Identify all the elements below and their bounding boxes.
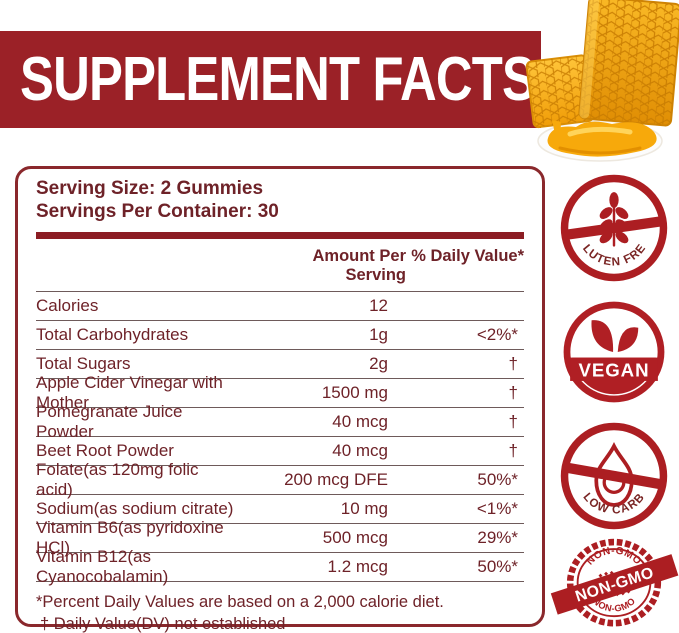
table-row: Beet Root Powder 40 mcg † [36,437,524,466]
cell-name: Vitamin B6(as pyridoxine HCl) [36,517,224,557]
cell-name: Total Carbohydrates [36,324,189,344]
leaves-icon [591,320,639,352]
no-slash [561,461,667,491]
daily-value-header: % Daily Value* [411,246,524,265]
vegan-label: VEGAN [578,359,649,380]
cell-dv: <2%* [476,324,518,344]
cell-amount: 1500 mg [321,382,388,402]
cell-name: Pomegranate Juice Powder [36,401,183,441]
table-row: Vitamin B6(as pyridoxine HCl) 500 mcg 29%* [36,518,524,557]
honeycomb-illustration [525,0,679,162]
table-row: Total Sugars 2g † [36,350,524,379]
banner: SUPPLEMENT FACTS [0,31,541,128]
cell-name: Folate(as 120mg folic acid) [36,459,199,499]
cell-name: Sodium(as sodium citrate) [36,498,234,518]
nutrient-table: Calories 12 Total Carbohydrates 1g <2%* Total… [36,292,524,586]
table-row: Pomegranate Juice Powder 40 mcg † [36,402,524,441]
honey-shadow-edge [558,146,642,155]
table-header: Amount Per Serving % Daily Value* [36,247,524,292]
cell-amount: 2g [369,353,388,373]
amount-per-serving-header: Amount Per Serving [312,246,406,284]
cell-dv: † [508,382,518,402]
cell-dv: † [508,353,518,373]
table-row: Vitamin B12(as Cyanocobalamin) 1.2 mcg 50%… [36,547,524,586]
honey-highlight [567,126,633,137]
cell-dv: 50%* [477,469,518,489]
table-row: Apple Cider Vinegar with Mother 1500 mg † [36,373,524,412]
cell-amount: 200 mcg DFE [284,469,388,489]
cell-dv: 29%* [477,527,518,547]
table-row: Sodium(as sodium citrate) 10 mg <1%* [36,495,524,524]
table-row: Total Carbohydrates 1g <2%* [36,321,524,350]
footnotes: *Percent Daily Values are based on a 2,0… [36,591,524,633]
cell-amount: 40 mcg [332,411,388,431]
vegan-band [570,357,658,381]
footnote-daily-values: *Percent Daily Values are based on a 2,0… [36,592,444,611]
serving-size: Serving Size: 2 Gummies [36,178,264,199]
cell-dv: 50%* [477,556,518,576]
honeycomb-big-block [578,0,679,127]
supplement-facts-panel: Serving Size: 2 Gummies Servings Per Con… [15,166,545,633]
cell-name: Calories [36,295,99,315]
cell-name: Total Sugars [36,353,131,373]
cell-dv: † [508,411,518,431]
table-row: Calories 12 [36,292,524,321]
banner-title: SUPPLEMENT FACTS [20,45,536,114]
cell-name: Vitamin B12(as Cyanocobalamin) [36,546,169,586]
badge-low-carb: LOW CARB [558,420,670,532]
badge-vegan: VEGAN [558,296,670,408]
cell-amount: 10 mg [340,498,388,518]
cell-name: Beet Root Powder [36,440,174,460]
footnote-dv-not-established: † Daily Value(DV) not established [40,615,286,633]
badge-gluten-free: GLUTEN FREE [553,162,670,284]
cell-name: Apple Cider Vinegar with Mother [36,372,223,412]
cell-amount: 40 mcg [332,440,388,460]
cell-amount: 12 [369,295,388,315]
badge-non-gmo: NON-GMO NON-GMO NON-GMO [550,536,679,633]
table-row: Folate(as 120mg folic acid) 200 mcg DFE 50… [36,460,524,499]
cell-amount: 1g [369,324,388,344]
cell-amount: 500 mcg [322,527,388,547]
cell-dv: † [508,440,518,460]
cell-amount: 1.2 mcg [327,556,388,576]
inner-arc-line [570,308,658,396]
divider-bar [36,231,524,239]
cell-dv: <1%* [476,498,518,518]
servings-per-container: Servings Per Container: 30 [36,200,279,222]
no-slash [561,215,667,241]
